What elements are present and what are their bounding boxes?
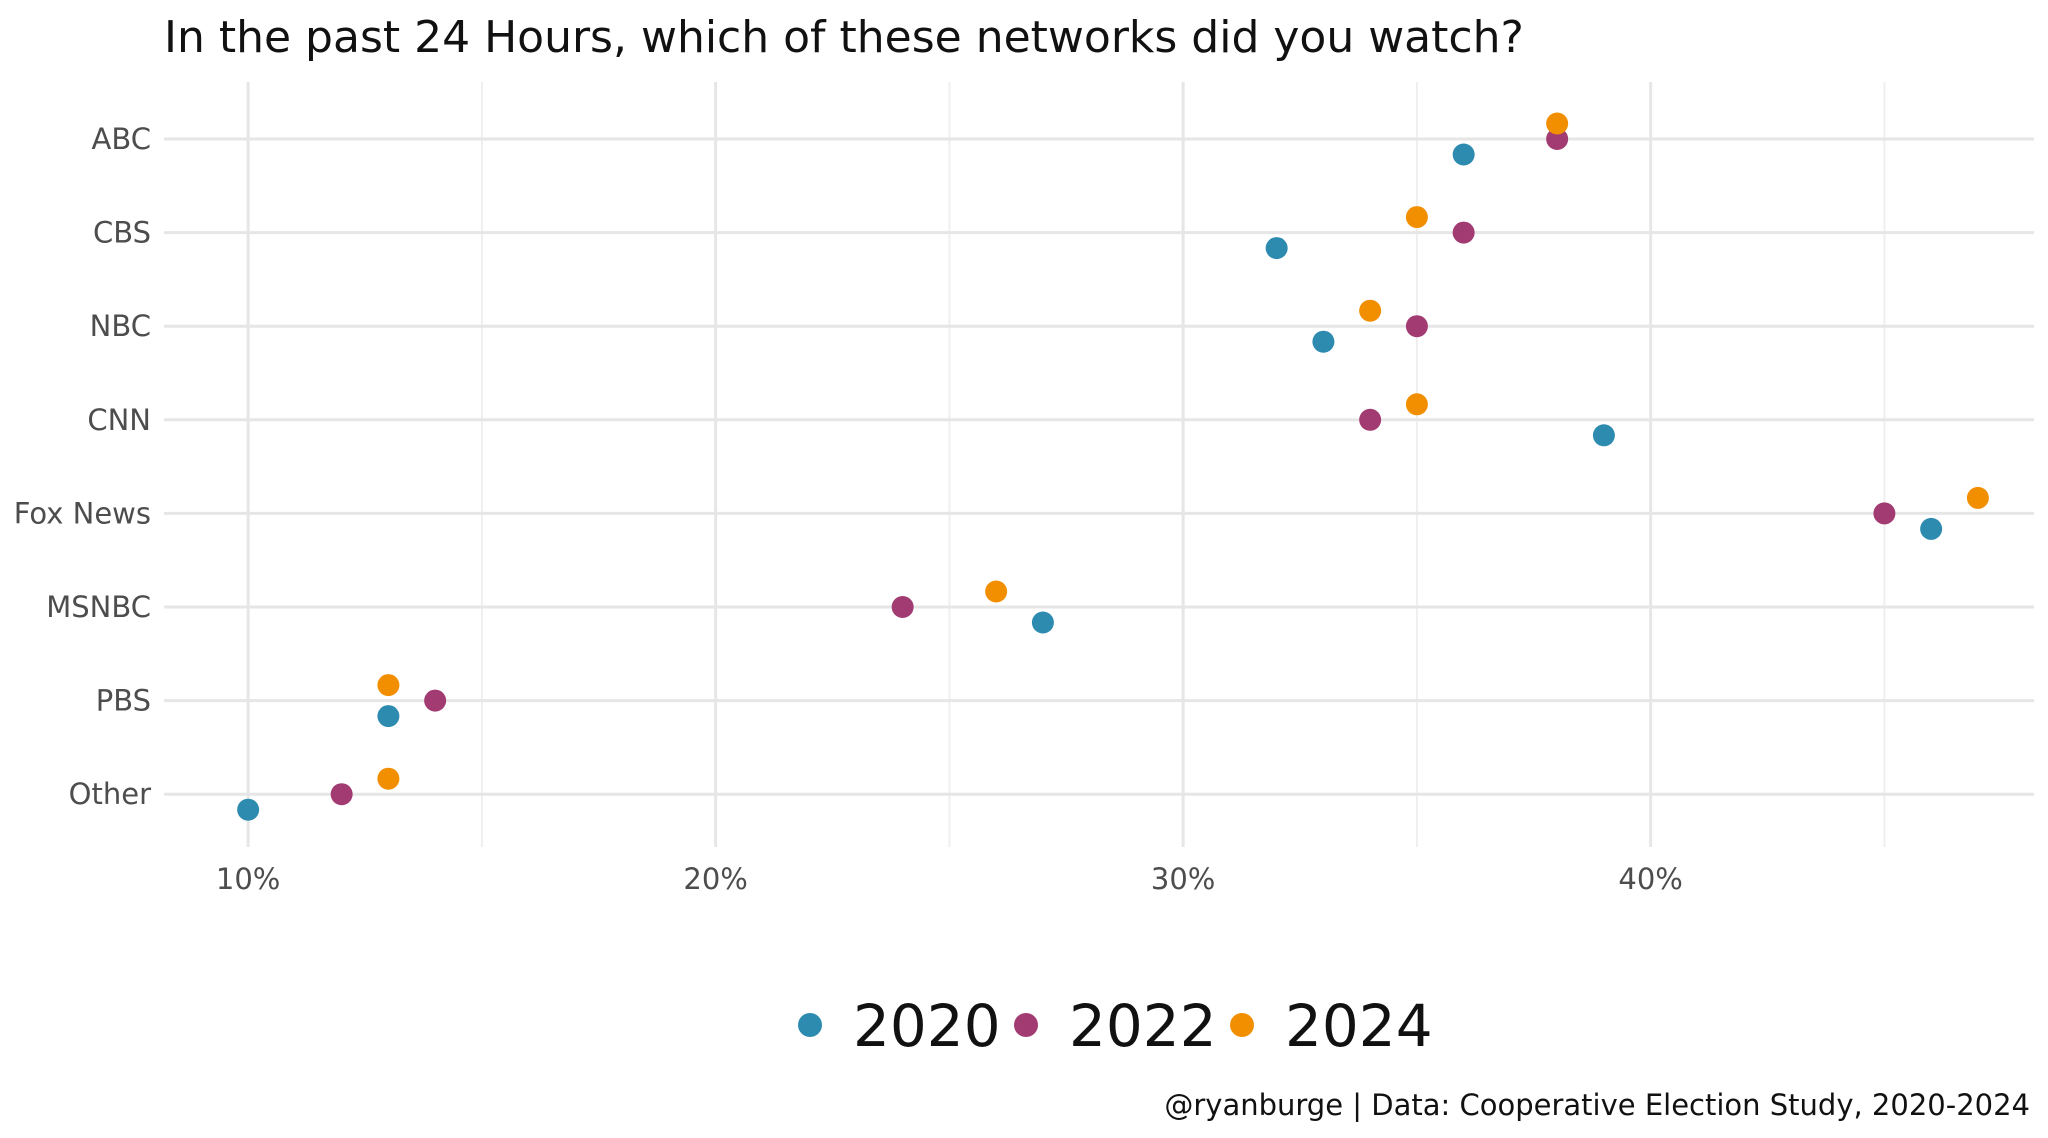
data-point-2024 — [377, 767, 400, 790]
y-tick-label: CNN — [87, 403, 151, 437]
data-points — [237, 112, 1989, 821]
data-point-2024 — [985, 580, 1008, 603]
data-point-2024 — [1359, 299, 1382, 322]
x-tick-label: 40% — [1618, 862, 1682, 896]
y-axis-labels: ABC CBS NBC CNN Fox News MSNBC PBS Other — [14, 122, 151, 811]
data-point-2022 — [891, 596, 914, 618]
data-point-2024 — [377, 674, 400, 697]
data-point-2024 — [1405, 206, 1428, 229]
y-tick-label: Fox News — [14, 496, 151, 530]
data-point-2020 — [237, 798, 260, 821]
x-tick-label: 30% — [1151, 862, 1215, 896]
data-point-2022 — [1405, 315, 1428, 338]
chart-title: In the past 24 Hours, which of these net… — [164, 12, 1524, 63]
data-point-2020 — [377, 705, 400, 728]
data-point-2022 — [1873, 502, 1896, 525]
data-point-2024 — [1546, 112, 1569, 135]
x-tick-label: 20% — [683, 862, 747, 896]
y-tick-label: NBC — [90, 309, 151, 343]
x-tick-label: 10% — [216, 862, 280, 896]
legend: 2020 2022 2024 — [798, 992, 1433, 1060]
y-tick-label: CBS — [93, 216, 151, 250]
legend-swatch-2022 — [1014, 1013, 1038, 1037]
y-tick-label: Other — [69, 777, 151, 811]
chart-caption: @ryanburge | Data: Cooperative Election … — [1164, 1088, 2030, 1122]
legend-swatch-2020 — [798, 1013, 822, 1037]
data-point-2024 — [1405, 393, 1428, 416]
grid — [164, 82, 2034, 847]
data-point-2020 — [1920, 517, 1943, 540]
data-point-2022 — [330, 783, 353, 806]
legend-swatch-2024 — [1230, 1013, 1254, 1037]
data-point-2022 — [1546, 128, 1569, 150]
data-point-2020 — [1592, 424, 1615, 447]
data-point-2022 — [1359, 408, 1382, 431]
x-axis-labels: 10% 20% 30% 40% — [216, 862, 1683, 896]
legend-label-2024: 2024 — [1285, 992, 1433, 1060]
data-point-2020 — [1265, 237, 1288, 260]
legend-label-2022: 2022 — [1069, 992, 1217, 1060]
data-point-2020 — [1452, 143, 1475, 166]
legend-label-2020: 2020 — [853, 992, 1001, 1060]
y-tick-label: PBS — [96, 684, 151, 718]
data-point-2020 — [1312, 330, 1335, 353]
data-point-2020 — [1031, 611, 1054, 634]
data-point-2022 — [1452, 221, 1475, 244]
data-point-2022 — [424, 689, 447, 712]
data-point-2024 — [1966, 486, 1989, 509]
y-tick-label: MSNBC — [46, 590, 151, 624]
y-tick-label: ABC — [92, 122, 151, 156]
